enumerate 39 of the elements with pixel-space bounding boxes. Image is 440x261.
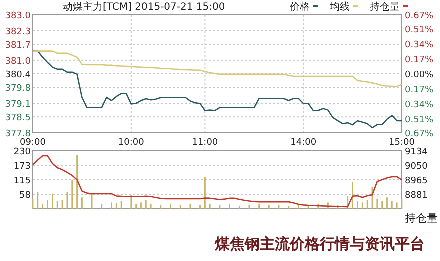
y2-tick-label: 8881 xyxy=(405,191,428,202)
y2-tick-label: 0.67% xyxy=(405,12,434,22)
y-tick-label: 377.8 xyxy=(5,130,32,140)
y-tick-label: 382.3 xyxy=(5,27,31,38)
y-tick-label: 383.0 xyxy=(5,12,32,22)
y2-tick-label: 0.51% xyxy=(405,115,434,126)
y2-tick-label: 0.51% xyxy=(405,26,434,36)
legend-label: 均线 xyxy=(329,1,350,13)
y-tick-label: 230 xyxy=(14,148,32,158)
y2-tick-label: 0.34% xyxy=(405,40,434,51)
y2-tick-label: 0.34% xyxy=(405,100,434,110)
y-tick-label: 381.7 xyxy=(5,41,31,51)
y2-tick-label: 9050 xyxy=(405,162,428,172)
line-series xyxy=(32,50,403,88)
y-tick-label: 379.1 xyxy=(5,100,31,110)
legend-label: 价格 xyxy=(289,1,310,13)
y2-tick-label: 8965 xyxy=(405,176,428,187)
x-tick-label: 11:00 xyxy=(192,138,218,148)
x-tick-label: 10:00 xyxy=(118,138,145,148)
y-tick-label: 58 xyxy=(20,191,32,201)
y2-tick-label: 0.00% xyxy=(405,70,434,80)
x-tick-label: 15:00 xyxy=(389,138,416,148)
chart-title: 动煤主力[TCM] 2015-07-21 15:00 xyxy=(63,1,226,13)
y-tick-label: 378.5 xyxy=(5,114,31,124)
y-tick-label: 173 xyxy=(14,162,31,172)
x-tick-label: 09:00 xyxy=(20,138,46,148)
y2-tick-label: 0.17% xyxy=(405,56,434,66)
y2-tick-label: 0.67% xyxy=(405,130,434,140)
line-series xyxy=(32,155,403,208)
y2-tick-label: 9134 xyxy=(405,148,428,158)
y-tick-label: 381.0 xyxy=(5,56,32,67)
y-tick-label: 379.8 xyxy=(5,84,32,94)
y2-axis-title: 持仓量 xyxy=(405,212,438,225)
y-tick-label: 380.4 xyxy=(5,70,32,80)
legend-label: 持仓量 xyxy=(370,1,400,13)
y2-tick-label: 0.17% xyxy=(405,85,434,96)
y-tick-label: 115 xyxy=(14,176,31,186)
x-tick-label: 14:00 xyxy=(290,138,317,148)
text: 煤焦钢主流价格行情与资讯平台 xyxy=(214,235,425,253)
